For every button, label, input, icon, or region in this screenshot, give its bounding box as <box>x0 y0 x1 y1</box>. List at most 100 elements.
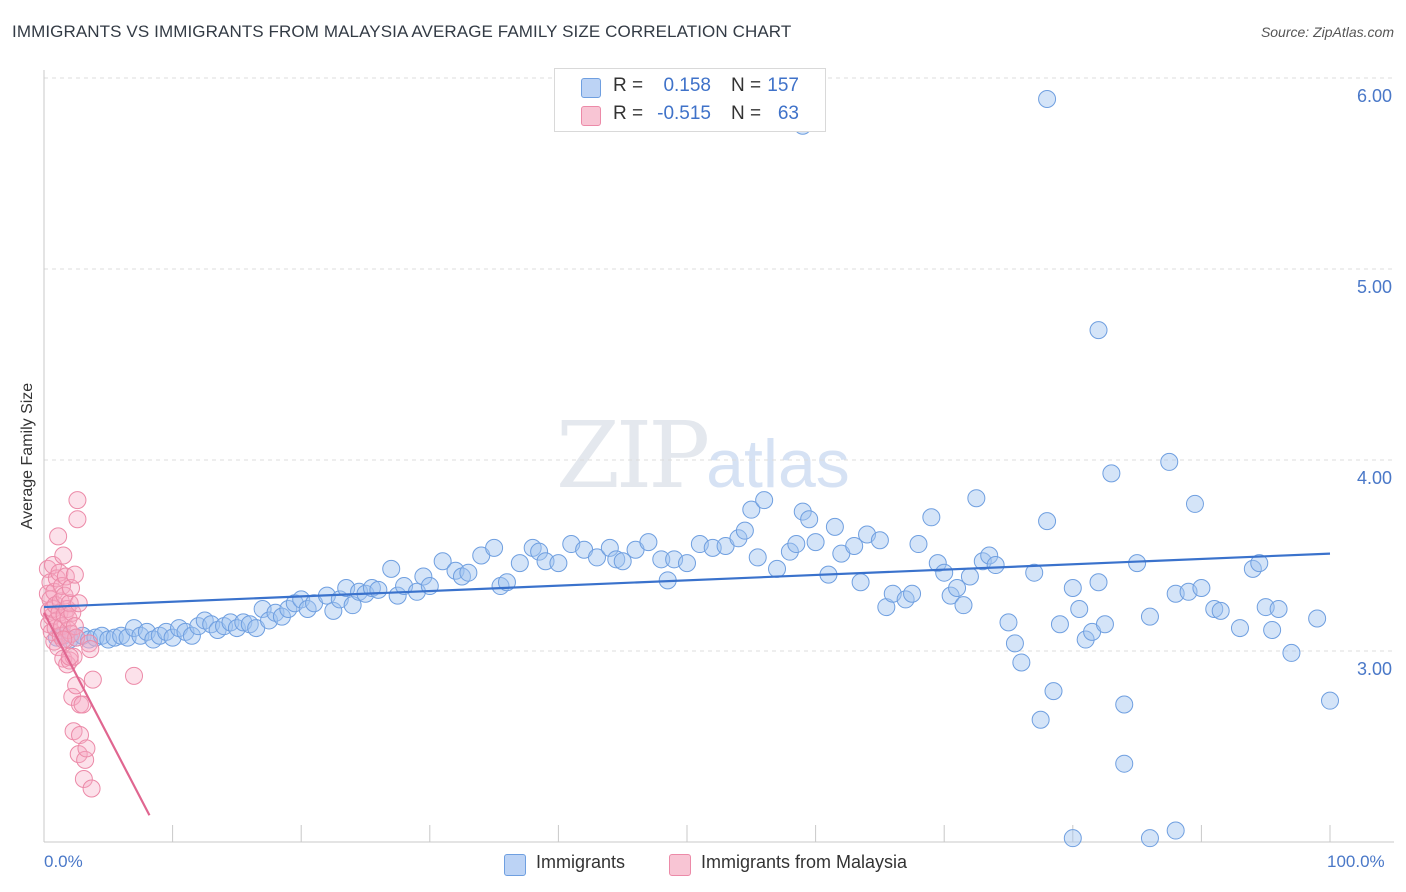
legend-swatch-blue <box>504 854 526 876</box>
n-label: N = <box>731 103 762 124</box>
data-point <box>960 567 979 586</box>
data-point <box>1269 599 1288 618</box>
data-point <box>825 517 844 536</box>
data-point <box>62 578 81 597</box>
data-point <box>980 546 999 565</box>
data-point <box>729 529 748 548</box>
data-point <box>485 538 504 557</box>
data-point <box>1250 554 1269 573</box>
watermark: ZIPatlas <box>556 402 850 509</box>
axes <box>43 70 1394 843</box>
n-label: N = <box>731 75 762 96</box>
data-point <box>1076 630 1095 649</box>
source-credit: Source: ZipAtlas.com <box>1260 24 1394 40</box>
data-point <box>1070 599 1089 618</box>
data-point <box>1005 634 1024 653</box>
trend-line-immigrants <box>43 552 1331 609</box>
data-point <box>63 687 82 706</box>
data-point <box>1192 578 1211 597</box>
stats-row-malaysia: R = -0.515 N = 63 <box>555 101 825 129</box>
data-point <box>1089 321 1108 340</box>
data-point <box>935 563 954 582</box>
data-point <box>768 559 787 578</box>
data-point <box>1308 609 1327 628</box>
data-point <box>68 510 87 529</box>
data-point <box>1263 620 1282 639</box>
data-point <box>780 542 799 561</box>
correlation-stats-box: R = 0.158 N = 157 R = -0.515 N = 63 <box>554 68 826 132</box>
data-point <box>1128 554 1147 573</box>
data-point <box>755 491 774 510</box>
data-point <box>77 739 96 758</box>
data-point <box>1050 615 1069 634</box>
data-point <box>1282 643 1301 662</box>
data-point <box>851 573 870 592</box>
watermark-atlas: atlas <box>706 426 850 502</box>
r-label: R = <box>613 103 644 124</box>
stats-swatch-pink <box>581 106 601 126</box>
y-tick-label-6: 6.00 <box>1356 86 1392 106</box>
data-point <box>83 670 102 689</box>
data-point <box>1205 599 1224 618</box>
data-point <box>1140 607 1159 626</box>
data-point <box>1063 829 1082 848</box>
data-point <box>1038 512 1057 531</box>
legend-label: Immigrants from Malaysia <box>701 852 908 872</box>
data-point <box>530 542 549 561</box>
data-point <box>69 594 88 613</box>
data-point <box>1115 754 1134 773</box>
data-point <box>1012 653 1031 672</box>
stats-swatch-blue <box>581 78 601 98</box>
data-point <box>369 580 388 599</box>
data-point <box>125 666 144 685</box>
gridlines <box>44 77 1394 652</box>
data-point <box>1025 563 1044 582</box>
data-point <box>948 578 967 597</box>
r-value: 0.158 <box>663 75 711 96</box>
x-tick-label-max: 100.0% <box>1327 852 1385 871</box>
data-point <box>922 508 941 527</box>
data-point <box>941 586 960 605</box>
data-point <box>1044 682 1063 701</box>
data-point <box>607 550 626 569</box>
stats-row-immigrants: R = 0.158 N = 157 <box>555 73 825 101</box>
data-point <box>1166 821 1185 840</box>
data-point <box>1089 573 1108 592</box>
data-point <box>806 533 825 552</box>
data-point <box>652 550 671 569</box>
data-point <box>324 601 343 620</box>
data-point <box>182 626 201 645</box>
n-value: 63 <box>777 103 799 124</box>
data-point <box>639 533 658 552</box>
data-point <box>433 552 452 571</box>
data-point <box>800 510 819 529</box>
data-point <box>1038 90 1057 109</box>
data-point <box>105 628 124 647</box>
trend-line-malaysia <box>43 612 151 816</box>
data-point <box>787 535 806 554</box>
data-point <box>56 567 75 586</box>
data-point <box>999 613 1018 632</box>
data-point <box>272 607 291 626</box>
data-point <box>65 565 84 584</box>
watermark-zip: ZIP <box>556 402 710 509</box>
legend-swatch-pink <box>669 854 691 876</box>
data-point <box>1185 494 1204 513</box>
data-point <box>1102 464 1121 483</box>
data-point <box>1115 695 1134 714</box>
data-point <box>928 554 947 573</box>
data-point <box>600 538 619 557</box>
data-point <box>613 552 632 571</box>
data-point <box>76 750 95 769</box>
chart-title: IMMIGRANTS VS IMMIGRANTS FROM MALAYSIA A… <box>12 22 792 41</box>
data-point <box>870 531 889 550</box>
data-point <box>81 640 100 659</box>
data-point <box>909 535 928 554</box>
data-point <box>845 536 864 555</box>
data-point <box>74 769 93 788</box>
x-tick-label-min: 0.0% <box>44 852 83 871</box>
data-point <box>587 548 606 567</box>
r-value: -0.515 <box>657 103 711 124</box>
trend-lines <box>43 552 1331 816</box>
